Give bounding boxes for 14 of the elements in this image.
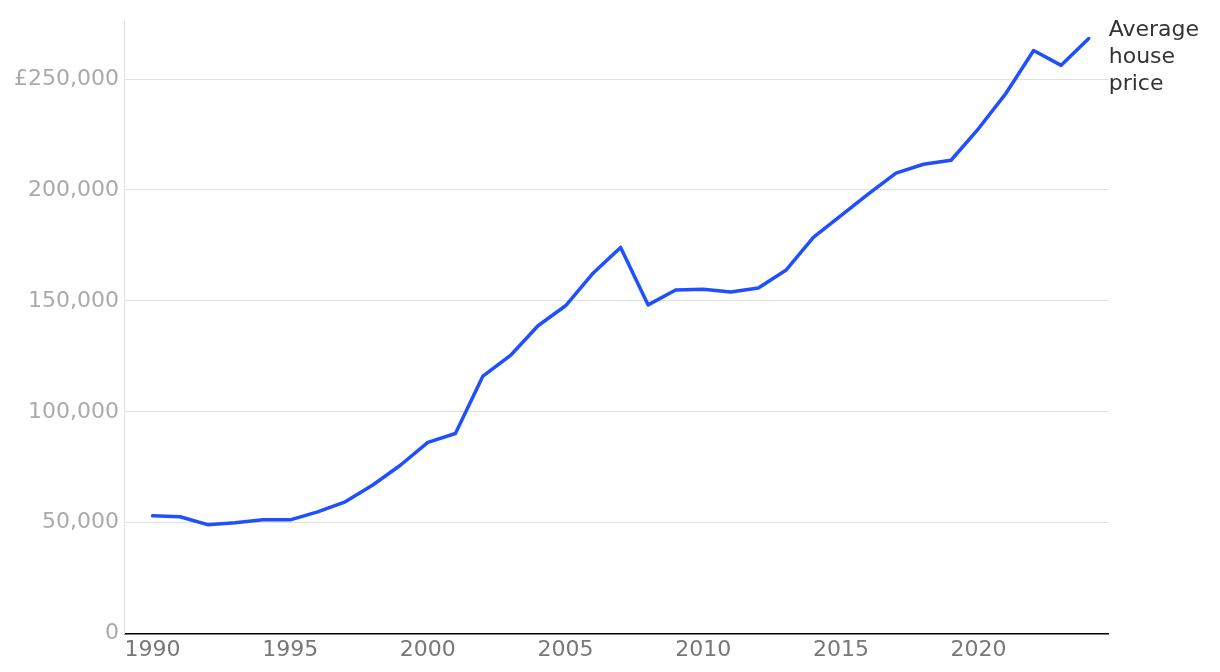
x-tick-label: 2015: [812, 635, 869, 661]
x-tick-label: 1995: [262, 635, 319, 661]
y-tick-label: 100,000: [27, 397, 119, 423]
series-label: Average house price: [1108, 16, 1200, 96]
y-tick-label: 0: [104, 619, 119, 645]
x-tick-label: 2010: [675, 635, 732, 661]
x-tick-label: 2005: [537, 635, 594, 661]
y-tick-label: 150,000: [27, 286, 119, 312]
x-tick-label: 1990: [124, 635, 181, 661]
x-tick-label: 2020: [950, 635, 1007, 661]
x-tick-label: 2000: [399, 635, 456, 661]
y-tick-label: 200,000: [27, 175, 119, 201]
y-tick-label: 50,000: [41, 508, 119, 534]
y-tick-label: £250,000: [13, 64, 119, 90]
